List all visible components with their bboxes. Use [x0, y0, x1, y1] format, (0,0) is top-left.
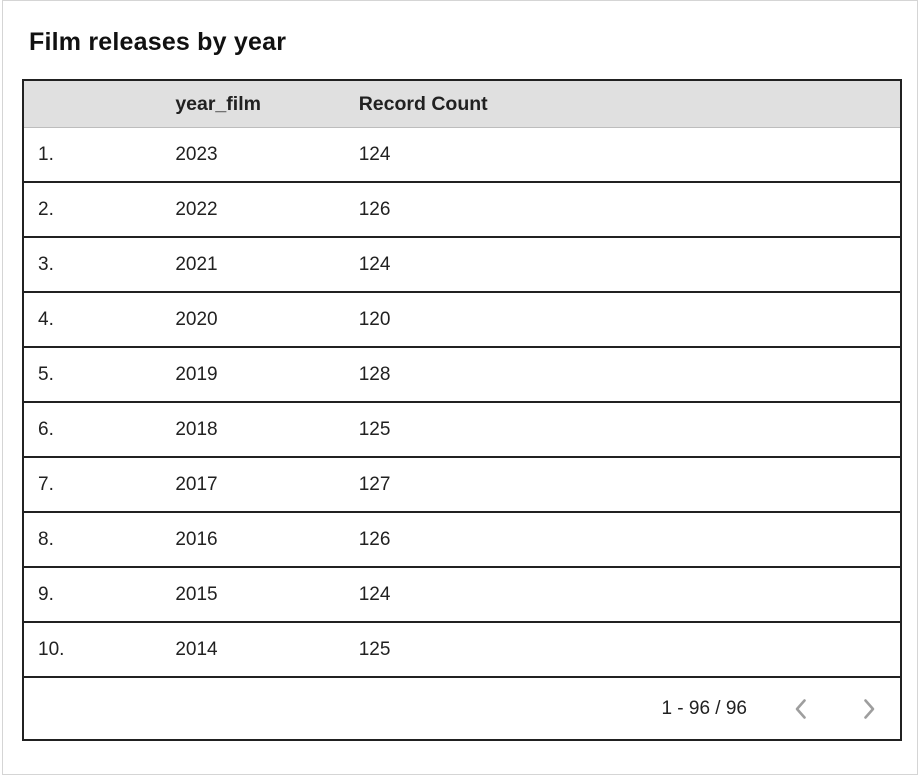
cell-record-count: 124 [344, 566, 901, 622]
row-index: 8. [23, 511, 162, 567]
cell-year-film: 2019 [161, 346, 345, 402]
cell-year-film: 2015 [161, 566, 345, 622]
chevron-right-icon [862, 698, 876, 720]
table-row: 9. 2015 124 [23, 566, 901, 622]
chevron-left-icon [794, 698, 808, 720]
cell-record-count: 128 [344, 346, 901, 402]
column-header-row-number [23, 80, 162, 128]
data-table: year_film Record Count 1. 2023 124 2. 20… [22, 79, 902, 741]
cell-year-film: 2014 [161, 621, 345, 677]
table-row: 8. 2016 126 [23, 511, 901, 567]
cell-year-film: 2022 [161, 181, 345, 237]
cell-record-count: 120 [344, 291, 901, 347]
row-index: 3. [23, 236, 162, 292]
cell-year-film: 2017 [161, 456, 345, 512]
cell-year-film: 2018 [161, 401, 345, 457]
cell-record-count: 125 [344, 401, 901, 457]
next-page-button[interactable] [849, 685, 889, 733]
table-row: 7. 2017 127 [23, 456, 901, 512]
cell-year-film: 2021 [161, 236, 345, 292]
pagination-range: 1 - 96 / 96 [661, 697, 747, 719]
column-header-year-film[interactable]: year_film [161, 80, 345, 128]
cell-record-count: 126 [344, 181, 901, 237]
cell-record-count: 126 [344, 511, 901, 567]
cell-record-count: 124 [344, 236, 901, 292]
row-index: 5. [23, 346, 162, 402]
table-footer-row: 1 - 96 / 96 [23, 676, 901, 740]
cell-record-count: 125 [344, 621, 901, 677]
cell-year-film: 2023 [161, 127, 345, 182]
table-row: 5. 2019 128 [23, 346, 901, 402]
row-index: 6. [23, 401, 162, 457]
previous-page-button[interactable] [781, 685, 821, 733]
row-index: 7. [23, 456, 162, 512]
page-title: Film releases by year [29, 28, 287, 56]
table-row: 3. 2021 124 [23, 236, 901, 292]
table-row: 10. 2014 125 [23, 621, 901, 677]
cell-record-count: 127 [344, 456, 901, 512]
cell-year-film: 2016 [161, 511, 345, 567]
row-index: 4. [23, 291, 162, 347]
row-index: 10. [23, 621, 162, 677]
row-index: 1. [23, 127, 162, 182]
row-index: 9. [23, 566, 162, 622]
row-index: 2. [23, 181, 162, 237]
column-header-record-count[interactable]: Record Count [344, 80, 901, 128]
table-row: 1. 2023 124 [23, 127, 901, 182]
table-row: 2. 2022 126 [23, 181, 901, 237]
table-row: 4. 2020 120 [23, 291, 901, 347]
table-header-row: year_film Record Count [23, 80, 901, 128]
cell-year-film: 2020 [161, 291, 345, 347]
cell-record-count: 124 [344, 127, 901, 182]
pagination-bar: 1 - 96 / 96 [24, 685, 900, 733]
table-row: 6. 2018 125 [23, 401, 901, 457]
